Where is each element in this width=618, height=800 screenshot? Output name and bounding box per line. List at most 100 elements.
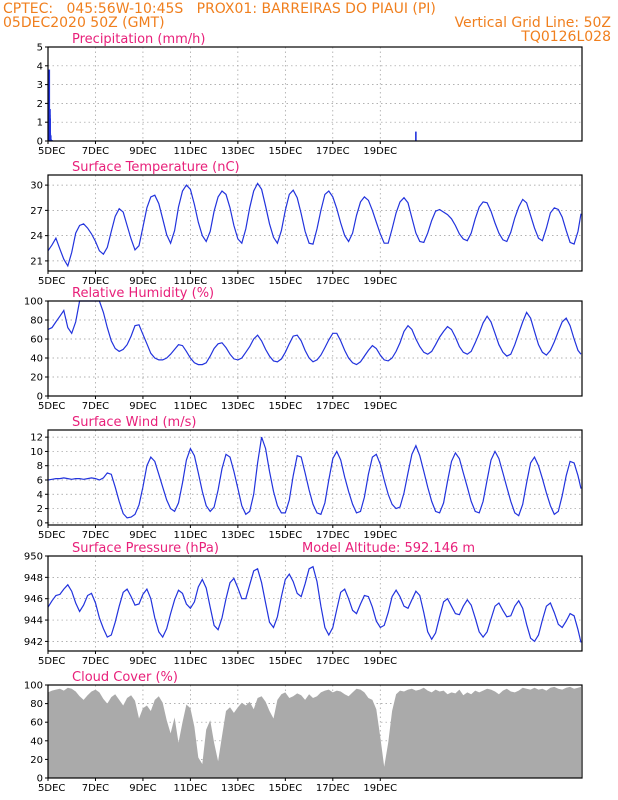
y-tick-label: 0 — [37, 518, 43, 529]
x-tick-label: 17DEC — [316, 146, 350, 157]
precip-frame — [47, 46, 583, 142]
wind-frame — [47, 429, 583, 526]
y-tick-label: 3 — [37, 80, 43, 91]
x-tick-label: 7DEC — [82, 783, 109, 794]
cloud-cover-panel: 0 20 40 60 80 100 5DEC 7DEC 9DEC 11DEC 13DEC 15DEC 1… — [24, 670, 583, 794]
precipitation-panel: 0 1 2 3 4 5 5DEC 7DEC 9DEC 11DEC 13DEC 15DEC 17DEC 19… — [37, 32, 583, 157]
x-tick-label: 13DEC — [221, 530, 255, 541]
precip-grid — [47, 47, 582, 141]
x-tick-label: 19DEC — [363, 401, 397, 412]
y-tick-label: 20 — [30, 373, 43, 384]
cloud-cover-area — [48, 686, 582, 778]
wind-grid — [47, 430, 582, 525]
y-tick-label: 24 — [30, 231, 43, 242]
x-tick-label: 11DEC — [174, 783, 208, 794]
y-tick-label: 80 — [30, 316, 43, 327]
x-tick-label: 17DEC — [316, 530, 350, 541]
x-tick-label: 19DEC — [363, 530, 397, 541]
precip-title: Precipitation (mm/h) — [72, 32, 205, 47]
pressure-grid — [47, 556, 582, 651]
precip-bar — [49, 118, 51, 141]
x-tick-label: 7DEC — [82, 146, 109, 157]
cloud-x-axis: 5DEC 7DEC 9DEC 11DEC 13DEC 15DEC 17DEC 19DEC — [38, 778, 397, 794]
x-tick-label: 7DEC — [82, 276, 109, 287]
y-tick-label: 4 — [37, 61, 43, 72]
x-tick-label: 11DEC — [174, 401, 208, 412]
x-tick-label: 19DEC — [363, 146, 397, 157]
x-tick-label: 13DEC — [221, 146, 255, 157]
precip-x-axis: 5DEC 7DEC 9DEC 11DEC 13DEC 15DEC 17DEC 19DEC — [38, 141, 397, 157]
model-altitude-label: Model Altitude: 592.146 m — [302, 541, 475, 556]
y-tick-label: 1 — [37, 118, 43, 129]
x-tick-label: 5DEC — [38, 401, 65, 412]
temp-line — [47, 182, 582, 268]
x-tick-label: 13DEC — [221, 276, 255, 287]
x-tick-label: 15DEC — [268, 656, 302, 667]
header-grid-line-note: Vertical Grid Line: 50Z — [454, 15, 611, 31]
wind-title: Surface Wind (m/s) — [72, 415, 196, 430]
header-model-id: TQ0126L028 — [521, 29, 611, 45]
y-tick-label: 60 — [30, 335, 43, 346]
x-tick-label: 5DEC — [38, 783, 65, 794]
precip-y-axis: 0 1 2 3 4 5 — [37, 43, 48, 148]
x-tick-label: 17DEC — [316, 276, 350, 287]
x-tick-label: 9DEC — [129, 401, 156, 412]
cloud-series — [48, 686, 582, 778]
x-tick-label: 15DEC — [268, 783, 302, 794]
wind-panel: 0 2 4 6 8 10 12 5DEC 7DEC 9DEC 11DEC 13DEC 15DEC 17DE… — [30, 415, 583, 541]
wind-series — [47, 436, 582, 519]
y-tick-label: 6 — [37, 476, 43, 487]
x-tick-label: 7DEC — [82, 530, 109, 541]
temp-series — [47, 182, 582, 268]
y-tick-label: 21 — [30, 256, 43, 267]
x-tick-label: 7DEC — [82, 401, 109, 412]
y-tick-label: 5 — [37, 43, 43, 54]
x-tick-label: 11DEC — [174, 276, 208, 287]
x-tick-label: 19DEC — [363, 783, 397, 794]
x-tick-label: 5DEC — [38, 530, 65, 541]
temperature-panel: 21 24 27 30 5DEC 7DEC 9DEC 11DEC 13DEC 15DEC 17DEC… — [30, 160, 583, 287]
y-tick-label: 12 — [30, 433, 43, 444]
x-tick-label: 5DEC — [38, 656, 65, 667]
y-tick-label: 4 — [37, 490, 43, 501]
x-tick-label: 15DEC — [268, 276, 302, 287]
y-tick-label: 2 — [37, 99, 43, 110]
pressure-y-axis: 942 944 946 948 950 — [24, 552, 48, 648]
rh-line — [47, 300, 582, 366]
y-tick-label: 10 — [30, 447, 43, 458]
x-tick-label: 17DEC — [316, 401, 350, 412]
temp-grid — [47, 175, 582, 271]
pressure-frame — [47, 555, 583, 652]
wind-x-axis: 5DEC 7DEC 9DEC 11DEC 13DEC 15DEC 17DEC 19DEC — [38, 525, 397, 541]
y-tick-label: 942 — [24, 637, 43, 648]
x-tick-label: 11DEC — [174, 656, 208, 667]
x-tick-label: 7DEC — [82, 656, 109, 667]
x-tick-label: 11DEC — [174, 146, 208, 157]
rh-grid — [47, 301, 582, 396]
chart-header: CPTEC: 045:56W-10:45S PROX01: BARREIRAS … — [0, 0, 618, 46]
x-tick-label: 5DEC — [38, 146, 65, 157]
x-tick-label: 15DEC — [268, 146, 302, 157]
pressure-line — [47, 565, 582, 643]
x-tick-label: 13DEC — [221, 783, 255, 794]
precip-bar — [49, 135, 52, 141]
y-tick-label: 948 — [24, 573, 43, 584]
rh-title: Relative Humidity (%) — [72, 286, 214, 301]
cloud-y-axis: 0 20 40 60 80 100 — [24, 681, 48, 785]
y-tick-label: 0 — [37, 774, 43, 785]
x-tick-label: 13DEC — [221, 656, 255, 667]
y-tick-label: 30 — [30, 181, 43, 192]
temp-x-axis: 5DEC 7DEC 9DEC 11DEC 13DEC 15DEC 17DEC 19DEC — [38, 271, 397, 287]
x-tick-label: 17DEC — [316, 783, 350, 794]
temp-y-axis: 21 24 27 30 — [30, 181, 48, 267]
pressure-x-axis: 5DEC 7DEC 9DEC 11DEC 13DEC 15DEC 17DEC 19DEC — [38, 651, 397, 667]
precip-bar — [415, 131, 417, 141]
x-tick-label: 9DEC — [129, 276, 156, 287]
y-tick-label: 944 — [24, 616, 43, 627]
x-tick-label: 5DEC — [38, 276, 65, 287]
header-station-line: CPTEC: 045:56W-10:45S PROX01: BARREIRAS … — [3, 1, 436, 17]
y-tick-label: 0 — [37, 392, 43, 403]
x-tick-label: 9DEC — [129, 783, 156, 794]
x-tick-label: 17DEC — [316, 656, 350, 667]
